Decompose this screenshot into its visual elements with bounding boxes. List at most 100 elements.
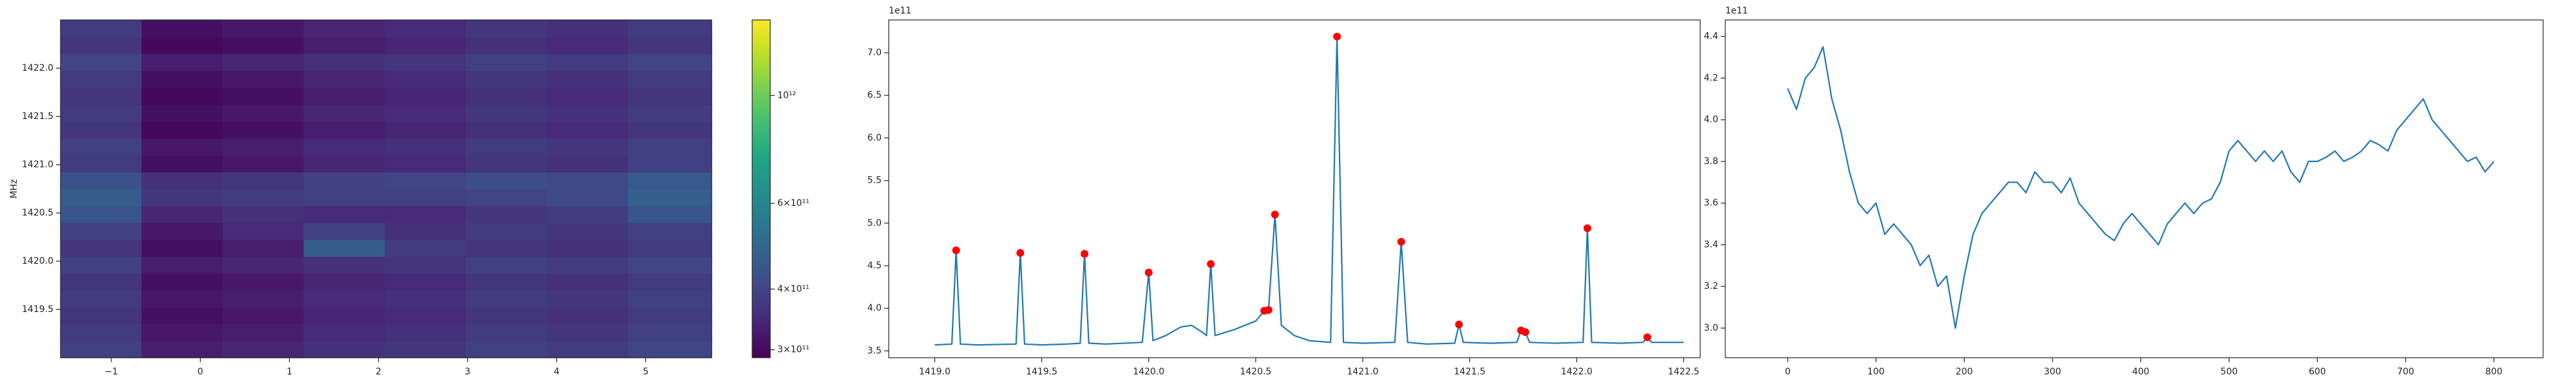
heatmap-cell [141,154,223,172]
y-tick-label: 1421.0 [22,160,53,170]
peak-marker [1207,260,1215,268]
y-tick-label: 3.4 [1704,239,1718,250]
heatmap-cell [303,239,386,257]
heatmap-cell [222,138,305,156]
heatmap-cell [141,239,223,257]
y-offset-label: 1e11 [1725,6,1748,16]
data-line [1786,46,2495,329]
y-tick-label: 3.8 [1704,156,1718,167]
heatmap-cell [222,19,305,37]
peak-marker [1144,268,1153,277]
heatmap-cell [466,324,547,342]
heatmap-cell [141,104,223,122]
heatmap-cell [546,340,629,358]
peak-marker [1081,250,1089,258]
heatmap-cell [303,19,386,37]
heatmap-cell [303,104,386,122]
heatmap-cell [303,87,386,105]
heatmap-cell [466,19,547,37]
y-tick-label: 4.2 [1704,73,1718,83]
peak-marker [1333,32,1341,41]
heatmap-cell [60,239,142,257]
heatmap-cell [546,290,629,308]
heatmap-cell [466,154,547,172]
x-tick-label: 1419.0 [919,367,951,377]
y-tick-label: 4.5 [867,261,882,271]
y-tick-label: 3.0 [1704,323,1718,333]
y-tick-label: 3.2 [1704,281,1718,291]
heatmap-cell [546,104,629,122]
heatmap-cell [466,53,547,71]
heatmap-cell [384,87,466,105]
heatmap-cell [60,256,142,274]
heatmap-cell [627,256,712,274]
heatmap-cell [60,172,142,190]
heatmap-cell [384,70,466,88]
peak-marker [1521,328,1530,336]
heatmap-cell [466,239,547,257]
heatmap-cell [546,188,629,207]
heatmap-cell [627,172,712,190]
heatmap-cell [627,154,712,172]
heatmap-cell [384,19,466,37]
heatmap-cell [222,222,305,240]
heatmap-cell [141,307,223,325]
x-tick-label: 800 [2485,367,2503,377]
heatmap-cell [466,138,547,156]
heatmap-cell [303,154,386,172]
peak-marker [1264,306,1273,314]
peak-marker [1397,237,1405,246]
x-tick-label: 2 [375,367,381,377]
heatmap-cell [546,273,629,291]
heatmap-cell [141,19,223,37]
peak-marker [1016,249,1025,257]
x-tick-label: 1 [287,367,292,377]
x-tick-label: 1420.5 [1240,367,1271,377]
heatmap-cell [303,222,386,240]
heatmap-cell [384,239,466,257]
heatmap-cell [222,87,305,105]
y-tick-label: 5.5 [867,176,882,186]
heatmap-cell [546,53,629,71]
heatmap-cell [466,104,547,122]
x-tick-label: 200 [1956,367,1973,377]
heatmap-cell [546,37,629,55]
heatmap-cell [60,290,142,308]
heatmap-cell [546,19,629,37]
y-tick-label: 1420.5 [22,208,53,218]
y-tick-label: 6.5 [867,90,882,100]
heatmap-cell [627,188,712,207]
x-tick-label: 1422.0 [1561,367,1593,377]
heatmap-cell [384,188,466,207]
heatmap-cell [384,53,466,71]
x-tick-label: 0 [1785,367,1790,377]
heatmap-cell [222,53,305,71]
y-tick-label: 1420.0 [22,256,53,266]
heatmap-cell [384,172,466,190]
heatmap-cell [546,121,629,139]
x-tick-label: 600 [2309,367,2326,377]
heatmap-cell [60,324,142,342]
heatmap-cell [60,222,142,240]
heatmap-cell [466,121,547,139]
y-tick-label: 1419.5 [22,304,53,315]
heatmap-cell [546,154,629,172]
heatmap-cell [466,70,547,88]
heatmap-cell [466,340,547,358]
heatmap-cell [60,87,142,105]
y-tick-label: 1421.5 [22,111,53,122]
y-axis-label: MHz [9,179,19,199]
heatmap-cell [627,53,712,71]
heatmap-cell [384,37,466,55]
heatmap-cell [222,172,305,190]
heatmap-cell [141,205,223,223]
axes-frame [888,19,1701,358]
heatmap-cell [141,37,223,55]
heatmap-cell [303,307,386,325]
x-tick-label: 1421.5 [1454,367,1486,377]
y-tick-label: 6.0 [867,133,882,143]
heatmap-cell [546,87,629,105]
heatmap-cell [546,239,629,257]
heatmap-cell [384,340,466,358]
